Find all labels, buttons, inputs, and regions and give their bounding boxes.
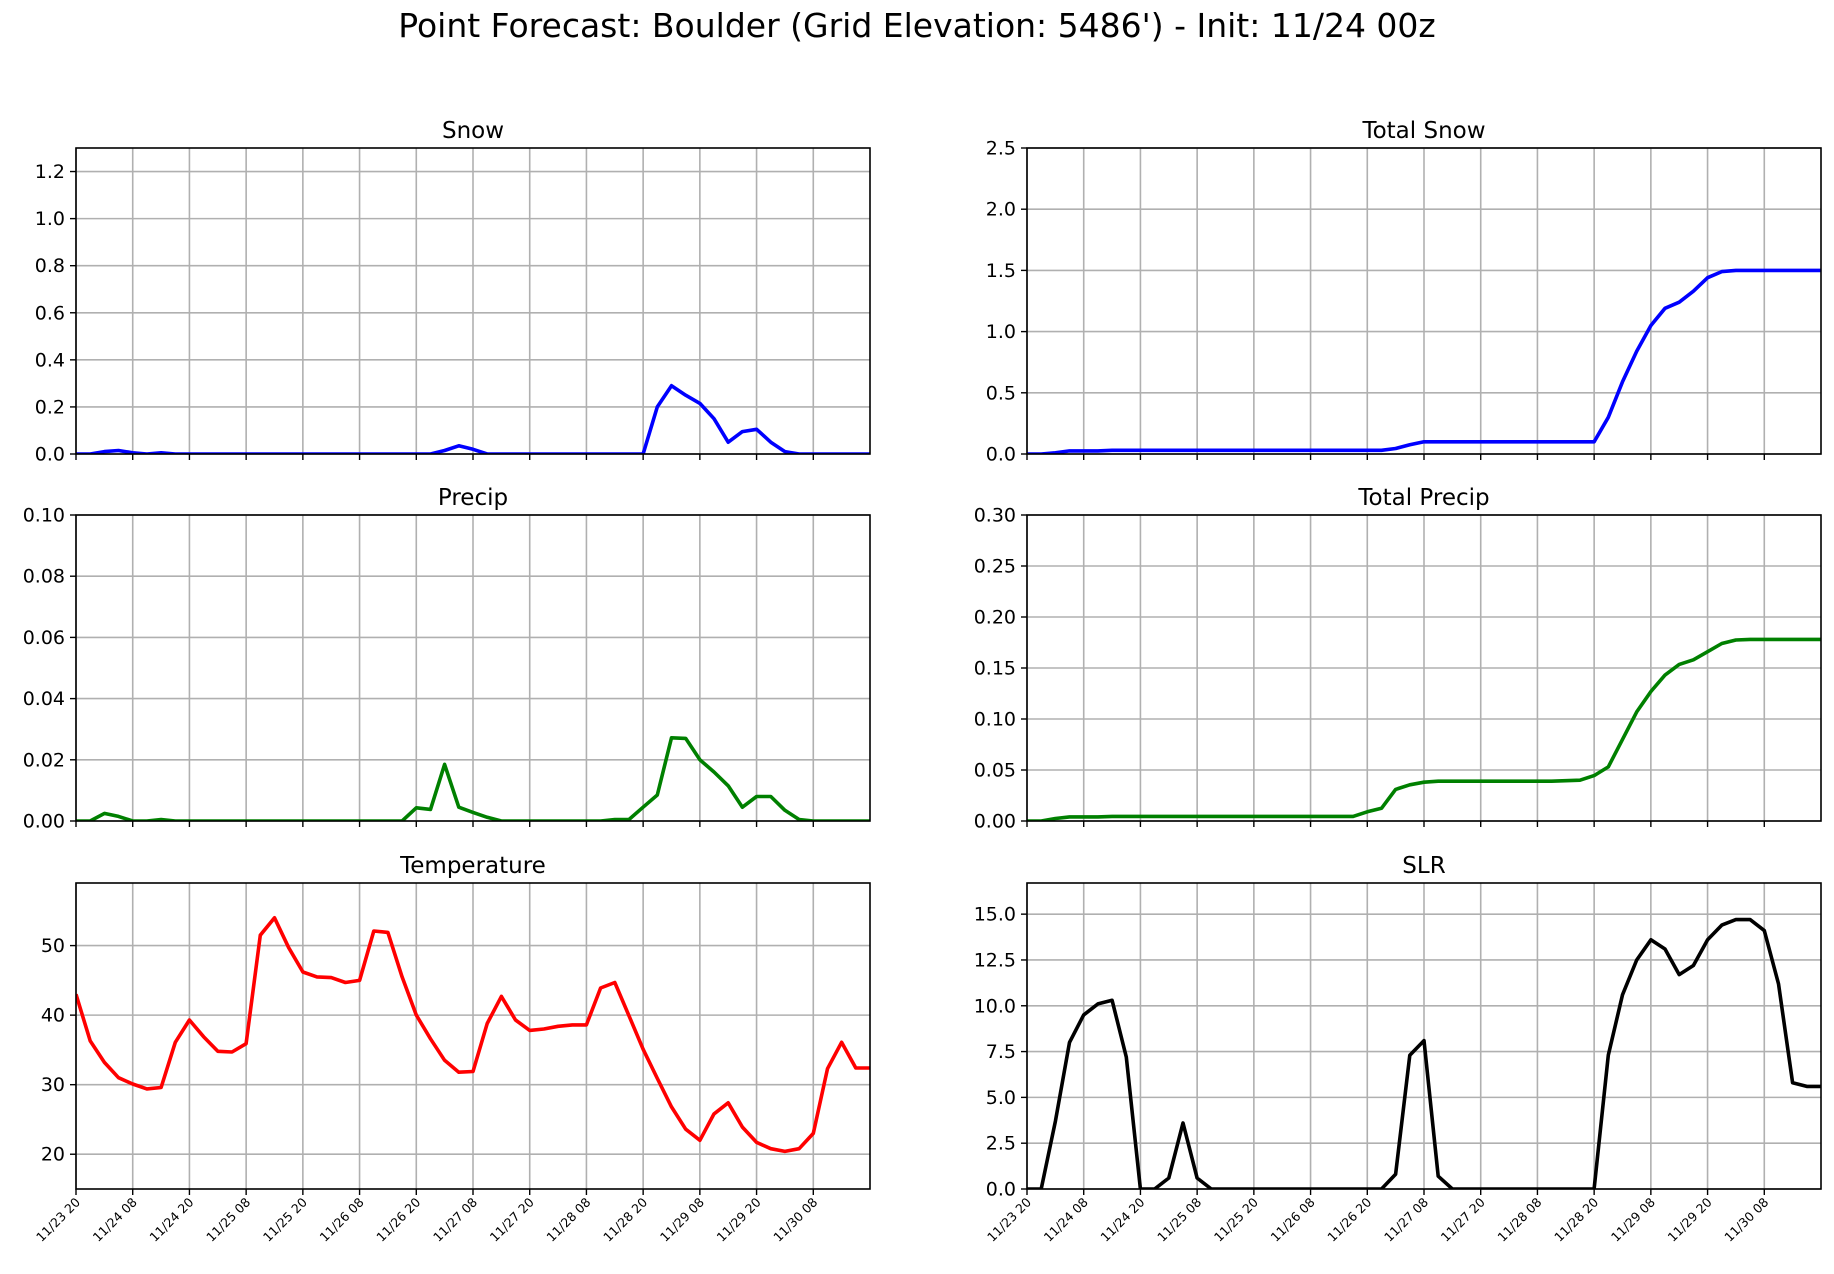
- temperature-ytick-label: 40: [41, 1005, 65, 1027]
- slr-xtick-label: 11/29 08: [1608, 1194, 1658, 1244]
- temperature-xtick-label: 11/28 20: [600, 1194, 650, 1244]
- slr-panel-title: SLR: [1402, 853, 1445, 879]
- snow-panel: 0.0 0.2 0.4 0.6 0.8 1.0 1.2 Snow: [35, 118, 871, 466]
- slr-xtick-label: 11/26 20: [1324, 1194, 1374, 1244]
- slr-xtick-label: 11/26 08: [1268, 1194, 1318, 1244]
- slr-xtick-label: 11/28 20: [1551, 1194, 1601, 1244]
- precip-ytick-label: 0.04: [23, 688, 65, 710]
- temperature-xtick-label: 11/27 08: [430, 1194, 480, 1244]
- temperature-xtick-label: 11/26 20: [373, 1194, 423, 1244]
- temperature-xtick-label: 11/30 08: [770, 1194, 820, 1244]
- precip-ytick-label: 0.10: [23, 505, 65, 527]
- temperature-xtick-label: 11/27 20: [487, 1194, 537, 1244]
- total-snow-ytick-label: 1.0: [986, 321, 1016, 343]
- snow-series-line: [76, 383, 870, 454]
- slr-xtick-label: 11/27 08: [1381, 1194, 1431, 1244]
- precip-ytick-label: 0.08: [23, 566, 65, 588]
- snow-ytick-label: 0.8: [35, 255, 65, 277]
- total-snow-ytick-label: 0.5: [986, 382, 1016, 404]
- total-precip-panel-title: Total Precip: [1357, 485, 1489, 511]
- precip-series-line: [76, 735, 870, 821]
- total-precip-panel: 0.00 0.05 0.10 0.15 0.20 0.25 0.30 Total Precip: [974, 485, 1822, 833]
- temperature-xtick-label: 11/29 08: [657, 1194, 707, 1244]
- slr-ytick-label: 5.0: [986, 1087, 1016, 1109]
- slr-xtick-label: 11/30 08: [1721, 1194, 1771, 1244]
- temperature-ytick-label: 20: [41, 1144, 65, 1166]
- total-precip-ytick-label: 0.05: [974, 760, 1016, 782]
- total-snow-ytick-label: 0.0: [986, 444, 1016, 466]
- slr-xtick-label: 11/29 20: [1665, 1194, 1715, 1244]
- snow-panel-title: Snow: [442, 118, 504, 144]
- temperature-panel: 20 30 40 50 11/23 20 11/24 08 11/24 20 11/25 08…: [33, 853, 871, 1245]
- slr-ytick-label: 7.5: [986, 1041, 1016, 1063]
- temperature-xtick-label: 11/28 08: [543, 1194, 593, 1244]
- precip-ytick-label: 0.06: [23, 627, 65, 649]
- total-snow-panel: 0.0 0.5 1.0 1.5 2.0 2.5 Total Snow: [986, 118, 1822, 466]
- temperature-ytick-label: 30: [41, 1074, 65, 1096]
- total-snow-series-line: [1027, 268, 1821, 454]
- slr-xtick-label: 11/25 20: [1211, 1194, 1261, 1244]
- temperature-xtick-label: 11/29 20: [714, 1194, 764, 1244]
- snow-ytick-label: 0.6: [35, 302, 65, 324]
- precip-panel: 0.00 0.02 0.04 0.06 0.08 0.10 Precip: [23, 485, 871, 833]
- temperature-xtick-label: 11/23 20: [33, 1194, 83, 1244]
- total-precip-ytick-label: 0.10: [974, 709, 1016, 731]
- slr-ytick-label: 12.5: [974, 949, 1016, 971]
- figure-title: Point Forecast: Boulder (Grid Elevation:…: [398, 6, 1436, 45]
- slr-ytick-label: 15.0: [974, 904, 1016, 926]
- total-precip-ytick-label: 0.25: [974, 556, 1016, 578]
- temperature-ytick-label: 50: [41, 935, 65, 957]
- slr-ytick-label: 10.0: [974, 995, 1016, 1017]
- total-precip-ytick-label: 0.20: [974, 607, 1016, 629]
- snow-ytick-label: 1.2: [35, 161, 65, 183]
- temperature-panel-title: Temperature: [399, 853, 546, 879]
- slr-xtick-label: 11/24 08: [1041, 1194, 1091, 1244]
- slr-panel: 0.0 2.5 5.0 7.5 10.0 12.5 15.0 11/23 20 11/24 08…: [974, 853, 1822, 1245]
- temperature-xtick-label: 11/25 08: [203, 1194, 253, 1244]
- slr-series-line: [1027, 917, 1821, 1189]
- total-precip-ytick-label: 0.30: [974, 505, 1016, 527]
- total-precip-ytick-label: 0.15: [974, 658, 1016, 680]
- total-snow-ytick-label: 1.5: [986, 260, 1016, 282]
- snow-ytick-label: 0.0: [35, 444, 65, 466]
- temperature-xtick-label: 11/26 08: [317, 1194, 367, 1244]
- total-precip-series-line: [1027, 637, 1821, 821]
- slr-xtick-label: 11/28 08: [1494, 1194, 1544, 1244]
- slr-xtick-label: 11/24 20: [1097, 1194, 1147, 1244]
- precip-ytick-label: 0.02: [23, 749, 65, 771]
- temperature-series-line: [76, 915, 870, 1154]
- snow-ytick-label: 0.2: [35, 396, 65, 418]
- total-precip-ytick-label: 0.00: [974, 811, 1016, 833]
- precip-ytick-label: 0.00: [23, 811, 65, 833]
- total-snow-ytick-label: 2.0: [986, 199, 1016, 221]
- snow-ytick-label: 1.0: [35, 208, 65, 230]
- slr-xtick-label: 11/27 20: [1438, 1194, 1488, 1244]
- temperature-xtick-label: 11/24 08: [90, 1194, 140, 1244]
- temperature-xtick-label: 11/24 20: [146, 1194, 196, 1244]
- total-snow-panel-title: Total Snow: [1361, 118, 1485, 144]
- precip-panel-title: Precip: [438, 485, 508, 511]
- total-snow-ytick-label: 2.5: [986, 138, 1016, 160]
- slr-ytick-label: 2.5: [986, 1133, 1016, 1155]
- temperature-xtick-label: 11/25 20: [260, 1194, 310, 1244]
- slr-ytick-label: 0.0: [986, 1179, 1016, 1201]
- slr-xtick-label: 11/23 20: [984, 1194, 1034, 1244]
- slr-xtick-label: 11/25 08: [1154, 1194, 1204, 1244]
- snow-ytick-label: 0.4: [35, 349, 65, 371]
